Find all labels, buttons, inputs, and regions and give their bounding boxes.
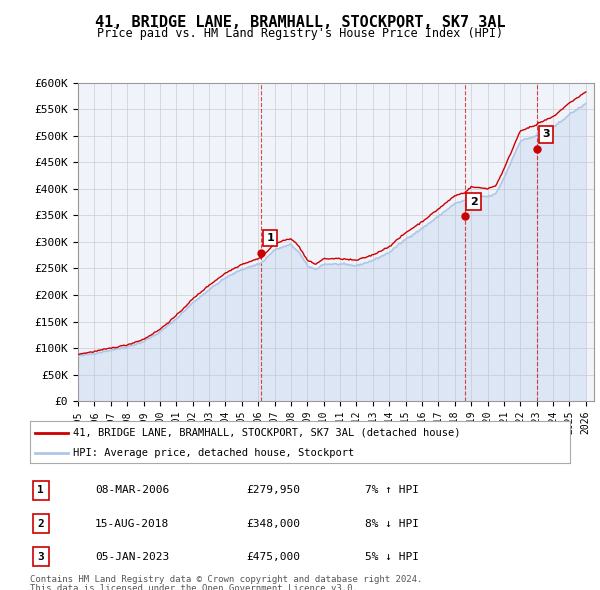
Text: 41, BRIDGE LANE, BRAMHALL, STOCKPORT, SK7 3AL: 41, BRIDGE LANE, BRAMHALL, STOCKPORT, SK…	[95, 15, 505, 30]
Text: This data is licensed under the Open Government Licence v3.0.: This data is licensed under the Open Gov…	[30, 584, 358, 590]
Text: 05-JAN-2023: 05-JAN-2023	[95, 552, 169, 562]
Text: 8% ↓ HPI: 8% ↓ HPI	[365, 519, 419, 529]
Text: 41, BRIDGE LANE, BRAMHALL, STOCKPORT, SK7 3AL (detached house): 41, BRIDGE LANE, BRAMHALL, STOCKPORT, SK…	[73, 428, 461, 438]
Text: 1: 1	[37, 486, 44, 496]
Text: 2: 2	[37, 519, 44, 529]
Text: £279,950: £279,950	[246, 486, 300, 496]
Text: 08-MAR-2006: 08-MAR-2006	[95, 486, 169, 496]
Text: 5% ↓ HPI: 5% ↓ HPI	[365, 552, 419, 562]
Text: 15-AUG-2018: 15-AUG-2018	[95, 519, 169, 529]
Text: 3: 3	[37, 552, 44, 562]
Text: £475,000: £475,000	[246, 552, 300, 562]
Text: 1: 1	[266, 233, 274, 243]
Text: 2: 2	[470, 196, 478, 206]
Text: Contains HM Land Registry data © Crown copyright and database right 2024.: Contains HM Land Registry data © Crown c…	[30, 575, 422, 584]
Text: £348,000: £348,000	[246, 519, 300, 529]
Text: 7% ↑ HPI: 7% ↑ HPI	[365, 486, 419, 496]
Text: HPI: Average price, detached house, Stockport: HPI: Average price, detached house, Stoc…	[73, 448, 355, 457]
Text: 3: 3	[542, 129, 550, 139]
Text: Price paid vs. HM Land Registry's House Price Index (HPI): Price paid vs. HM Land Registry's House …	[97, 27, 503, 40]
